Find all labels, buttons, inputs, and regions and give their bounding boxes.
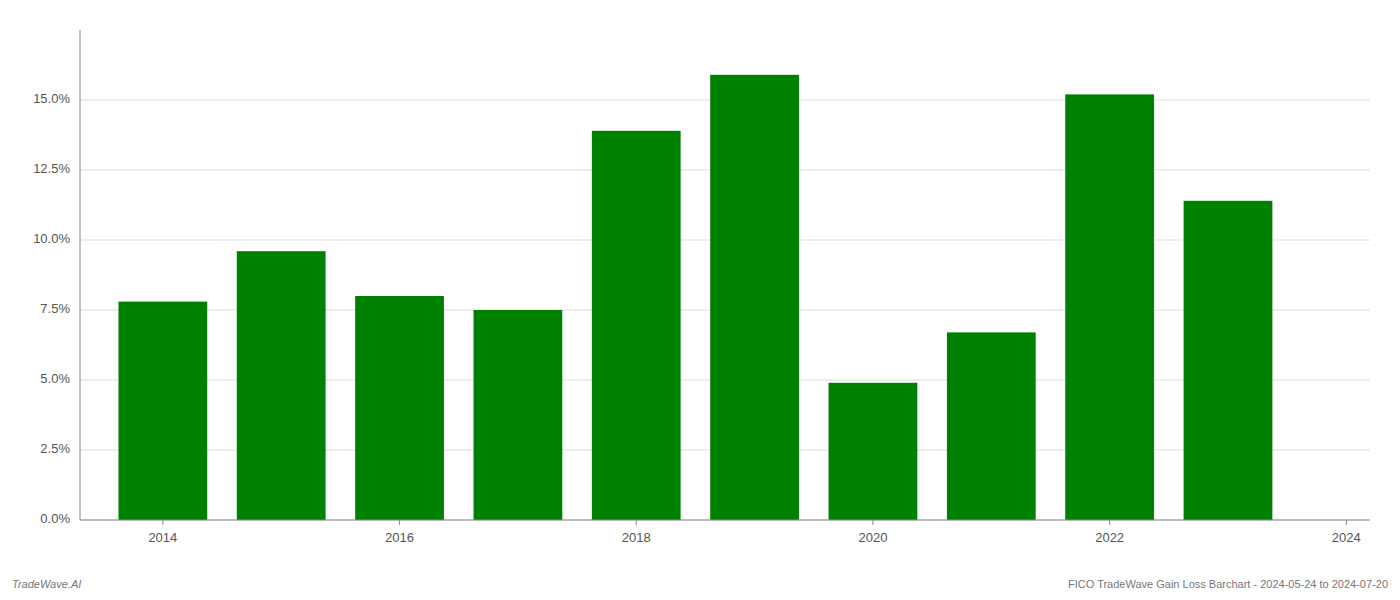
x-tick [872,520,873,525]
x-tick-label: 2018 [622,530,651,545]
bars [118,75,1272,520]
bar [118,302,207,520]
bar [947,332,1036,520]
y-tick-label: 10.0% [33,231,70,246]
bar [829,383,918,520]
x-tick-label: 2016 [385,530,414,545]
bar [710,75,799,520]
chart-container: 0.0% 2.5% 5.0% 7.5% 10.0% 12.5% 15.0% 2014 2016 2… [0,0,1400,600]
y-tick-label: 7.5% [40,301,70,316]
x-tick [399,520,400,525]
grid-line [80,520,1370,521]
y-axis-line [80,30,81,520]
x-tick-label: 2024 [1332,530,1361,545]
y-tick-label: 2.5% [40,441,70,456]
chart: 0.0% 2.5% 5.0% 7.5% 10.0% 12.5% 15.0% 2014 2016 2… [0,0,1400,600]
x-tick-label: 2014 [148,530,177,545]
x-tick-label: 2022 [1095,530,1124,545]
bar [592,131,681,520]
y-tick-label: 5.0% [40,371,70,386]
x-tick [636,520,637,525]
x-tick-label: 2020 [858,530,887,545]
y-tick-label: 15.0% [33,91,70,106]
bar [1184,201,1273,520]
x-tick [1109,520,1110,525]
bar [1065,94,1154,520]
x-tick [1346,520,1347,525]
x-tick [162,520,163,525]
bar [474,310,563,520]
footer-text: FICO TradeWave Gain Loss Barchart - 2024… [1068,578,1388,590]
bar [355,296,444,520]
bar [237,251,326,520]
x-axis-line [80,520,1370,521]
y-tick-label: 12.5% [33,161,70,176]
y-tick-label: 0.0% [40,511,70,526]
footer-text: TradeWave.AI [12,578,81,590]
